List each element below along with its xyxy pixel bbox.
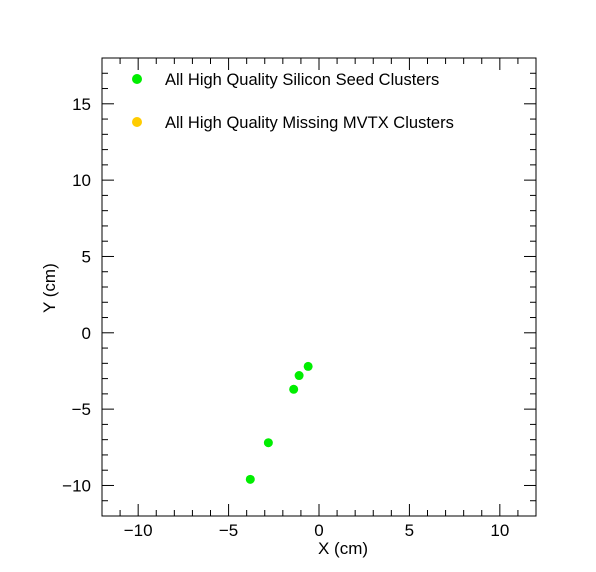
x-tick-label: 10 xyxy=(490,521,509,540)
x-tick-label: −10 xyxy=(124,521,153,540)
x-tick-label: −5 xyxy=(219,521,238,540)
x-axis-tick-labels: −10 −5 0 5 10 xyxy=(124,521,510,540)
y-tick-label: −10 xyxy=(62,476,91,495)
y-axis-tick-labels: −10 −5 0 5 10 15 xyxy=(62,95,91,496)
y-tick-label: 10 xyxy=(72,171,91,190)
x-tick-label: 0 xyxy=(314,521,323,540)
legend-label: All High Quality Missing MVTX Clusters xyxy=(165,114,454,132)
x-axis-ticks xyxy=(101,58,537,516)
y-axis-ticks xyxy=(102,57,536,517)
data-point xyxy=(303,361,313,371)
y-tick-label: −5 xyxy=(72,400,91,419)
y-axis-title: Y (cm) xyxy=(40,263,59,313)
legend-marker xyxy=(132,74,142,84)
x-axis-title: X (cm) xyxy=(318,539,368,558)
y-tick-label: 15 xyxy=(72,95,91,114)
data-point xyxy=(294,371,304,381)
data-point xyxy=(263,438,273,448)
data-points xyxy=(245,361,313,484)
x-tick-label: 5 xyxy=(405,521,414,540)
data-point xyxy=(289,384,299,394)
y-tick-label: 5 xyxy=(82,247,91,266)
legend-label: All High Quality Silicon Seed Clusters xyxy=(165,71,439,89)
data-point xyxy=(245,474,255,484)
legend-marker xyxy=(132,117,142,127)
legend: All High Quality Silicon Seed Clusters Al… xyxy=(132,71,454,132)
y-tick-label: 0 xyxy=(82,324,91,343)
